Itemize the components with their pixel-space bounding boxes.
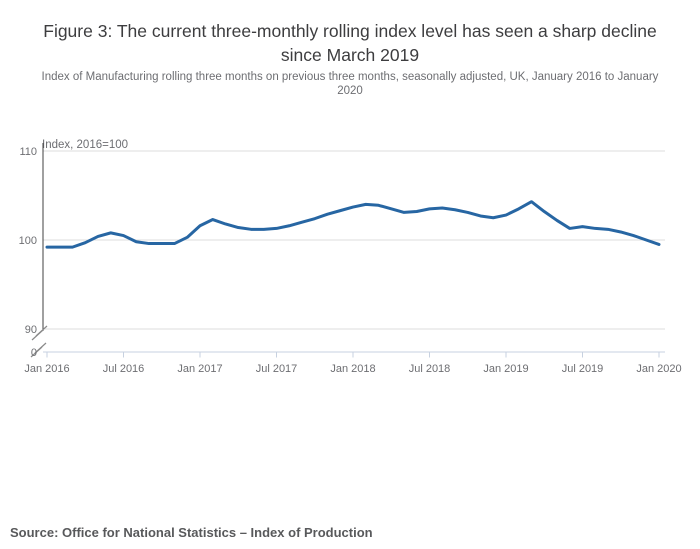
y-tick-label: 110 — [19, 146, 37, 158]
x-tick-label: Jan 2020 — [636, 363, 681, 375]
figure-title: Figure 3: The current three-monthly roll… — [43, 20, 657, 65]
x-tick-label: Jan 2019 — [483, 363, 528, 375]
x-tick-label: Jul 2018 — [409, 363, 451, 375]
y-tick-label: 0 — [31, 347, 37, 359]
line-chart: Index, 2016=100 Jan 2016 Jul 2016 Jan 2017 J… — [19, 139, 682, 375]
y-tick-label: 100 — [19, 235, 37, 247]
y-axis-title: Index, 2016=100 — [42, 139, 128, 151]
x-tick-label: Jul 2017 — [256, 363, 298, 375]
x-tick-label: Jul 2019 — [562, 363, 604, 375]
chart-area: Index, 2016=100 Jan 2016 Jul 2016 Jan 2017 J… — [0, 130, 700, 390]
axis-break-icon — [30, 346, 43, 358]
x-tick-label: Jan 2018 — [330, 363, 375, 375]
x-tick-label: Jan 2017 — [177, 363, 222, 375]
source-note: Source: Office for National Statistics –… — [10, 525, 373, 540]
y-tick-label: 90 — [25, 324, 37, 336]
x-tick-label: Jan 2016 — [24, 363, 69, 375]
x-tick-label: Jul 2016 — [103, 363, 145, 375]
figure-subtitle: Index of Manufacturing rolling three mon… — [41, 70, 659, 97]
data-line — [45, 200, 661, 249]
axis-break-icon — [31, 329, 44, 341]
